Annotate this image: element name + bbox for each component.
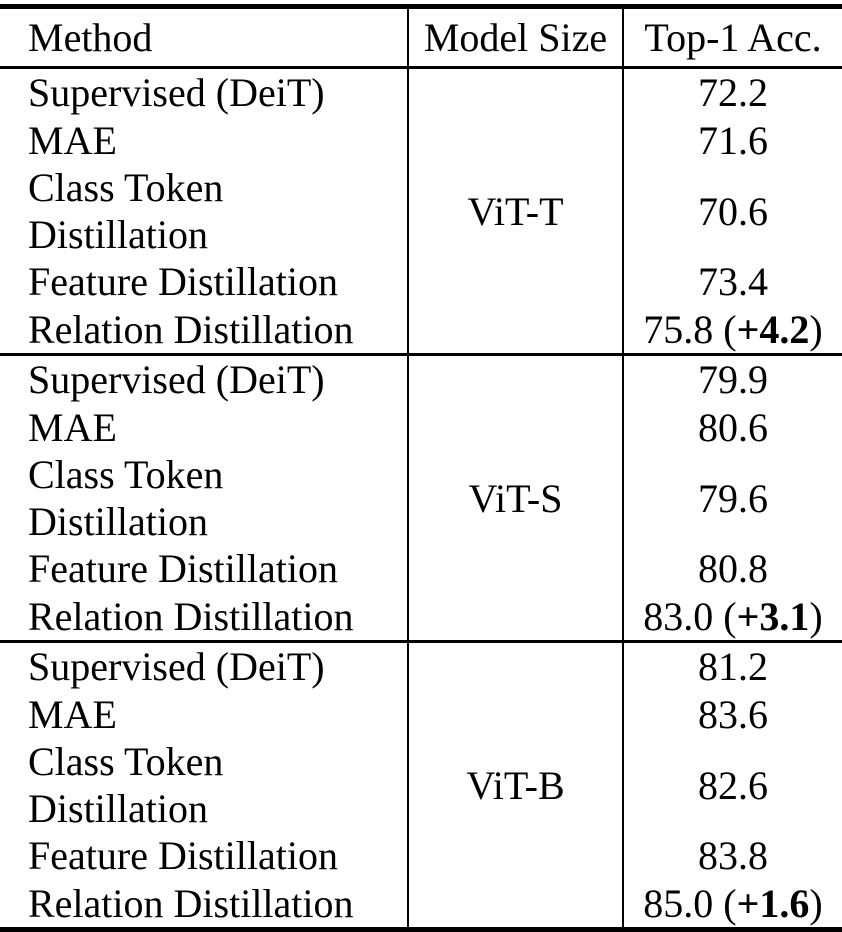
acc-cell: 81.2	[622, 641, 842, 691]
accuracy-gain: +3.1	[736, 593, 810, 639]
table-row: Feature Distillation 80.8	[0, 545, 842, 593]
acc-cell: 72.2	[622, 67, 842, 117]
model-size-cell: ViT-S	[407, 354, 623, 642]
accuracy-gain: +1.6	[736, 880, 810, 926]
method-cell: MAE	[28, 691, 117, 737]
acc-cell: 83.0 (+3.1)	[622, 592, 842, 642]
table-row: Supervised (DeiT) ViT-T 72.2	[0, 67, 842, 355]
acc-cell: 70.6	[622, 164, 842, 258]
method-cell: Feature Distillation	[28, 546, 338, 592]
model-size-cell: ViT-T	[407, 67, 623, 355]
acc-cell: 71.6	[622, 116, 842, 164]
method-cell: Relation Distillation	[28, 880, 354, 926]
method-cell: Feature Distillation	[28, 833, 338, 879]
acc-cell: 82.6	[622, 738, 842, 832]
header-top1-acc: Top-1 Acc.	[622, 6, 842, 69]
acc-cell: 79.9	[622, 354, 842, 404]
acc-cell: 73.4	[622, 258, 842, 306]
method-cell: Supervised (DeiT)	[28, 357, 325, 403]
method-cell: Class Token Distillation	[28, 739, 224, 831]
method-cell: Supervised (DeiT)	[28, 70, 325, 116]
method-cell: Class Token Distillation	[28, 165, 224, 257]
table-row: MAE 83.6	[0, 690, 842, 738]
method-cell: Class Token Distillation	[28, 452, 224, 544]
group-vit-s: Supervised (DeiT) ViT-S 79.9 MAE 80.6 Class T…	[0, 354, 842, 642]
header-row: Method Model Size Top-1 Acc.	[0, 6, 842, 69]
table-row: MAE 71.6	[0, 116, 842, 164]
acc-cell: 80.8	[622, 545, 842, 593]
acc-cell: 79.6	[622, 451, 842, 545]
accuracy-gain: +4.2	[736, 306, 810, 352]
table-row: Supervised (DeiT) ViT-B 81.2	[0, 641, 842, 930]
acc-cell: 83.6	[622, 690, 842, 738]
acc-cell: 85.0 (+1.6)	[622, 879, 842, 930]
method-cell: MAE	[28, 117, 117, 163]
method-cell: Feature Distillation	[28, 259, 338, 305]
group-vit-b: Supervised (DeiT) ViT-B 81.2 MAE 83.6 Class T…	[0, 641, 842, 930]
model-size-cell: ViT-B	[407, 641, 623, 930]
table-header: Method Model Size Top-1 Acc.	[0, 6, 842, 69]
table-row: Class Token Distillation 70.6	[0, 164, 842, 258]
method-cell: Relation Distillation	[28, 593, 354, 639]
acc-cell: 80.6	[622, 403, 842, 451]
method-cell: Relation Distillation	[28, 306, 354, 352]
header-method: Method	[0, 6, 408, 69]
group-vit-t: Supervised (DeiT) ViT-T 72.2 MAE 71.6 Class T…	[0, 67, 842, 355]
method-cell: MAE	[28, 404, 117, 450]
acc-cell: 75.8 (+4.2)	[622, 305, 842, 355]
table-row: Relation Distillation 75.8 (+4.2)	[0, 305, 842, 355]
table-row: Feature Distillation 73.4	[0, 258, 842, 306]
method-cell: Supervised (DeiT)	[28, 644, 325, 690]
acc-cell: 83.8	[622, 832, 842, 880]
table-row: Class Token Distillation 79.6	[0, 451, 842, 545]
results-table: Method Model Size Top-1 Acc. Supervised …	[0, 4, 842, 932]
header-model-size: Model Size	[407, 6, 623, 69]
table-row: Supervised (DeiT) ViT-S 79.9	[0, 354, 842, 642]
table-row: MAE 80.6	[0, 403, 842, 451]
table-row: Relation Distillation 83.0 (+3.1)	[0, 592, 842, 642]
